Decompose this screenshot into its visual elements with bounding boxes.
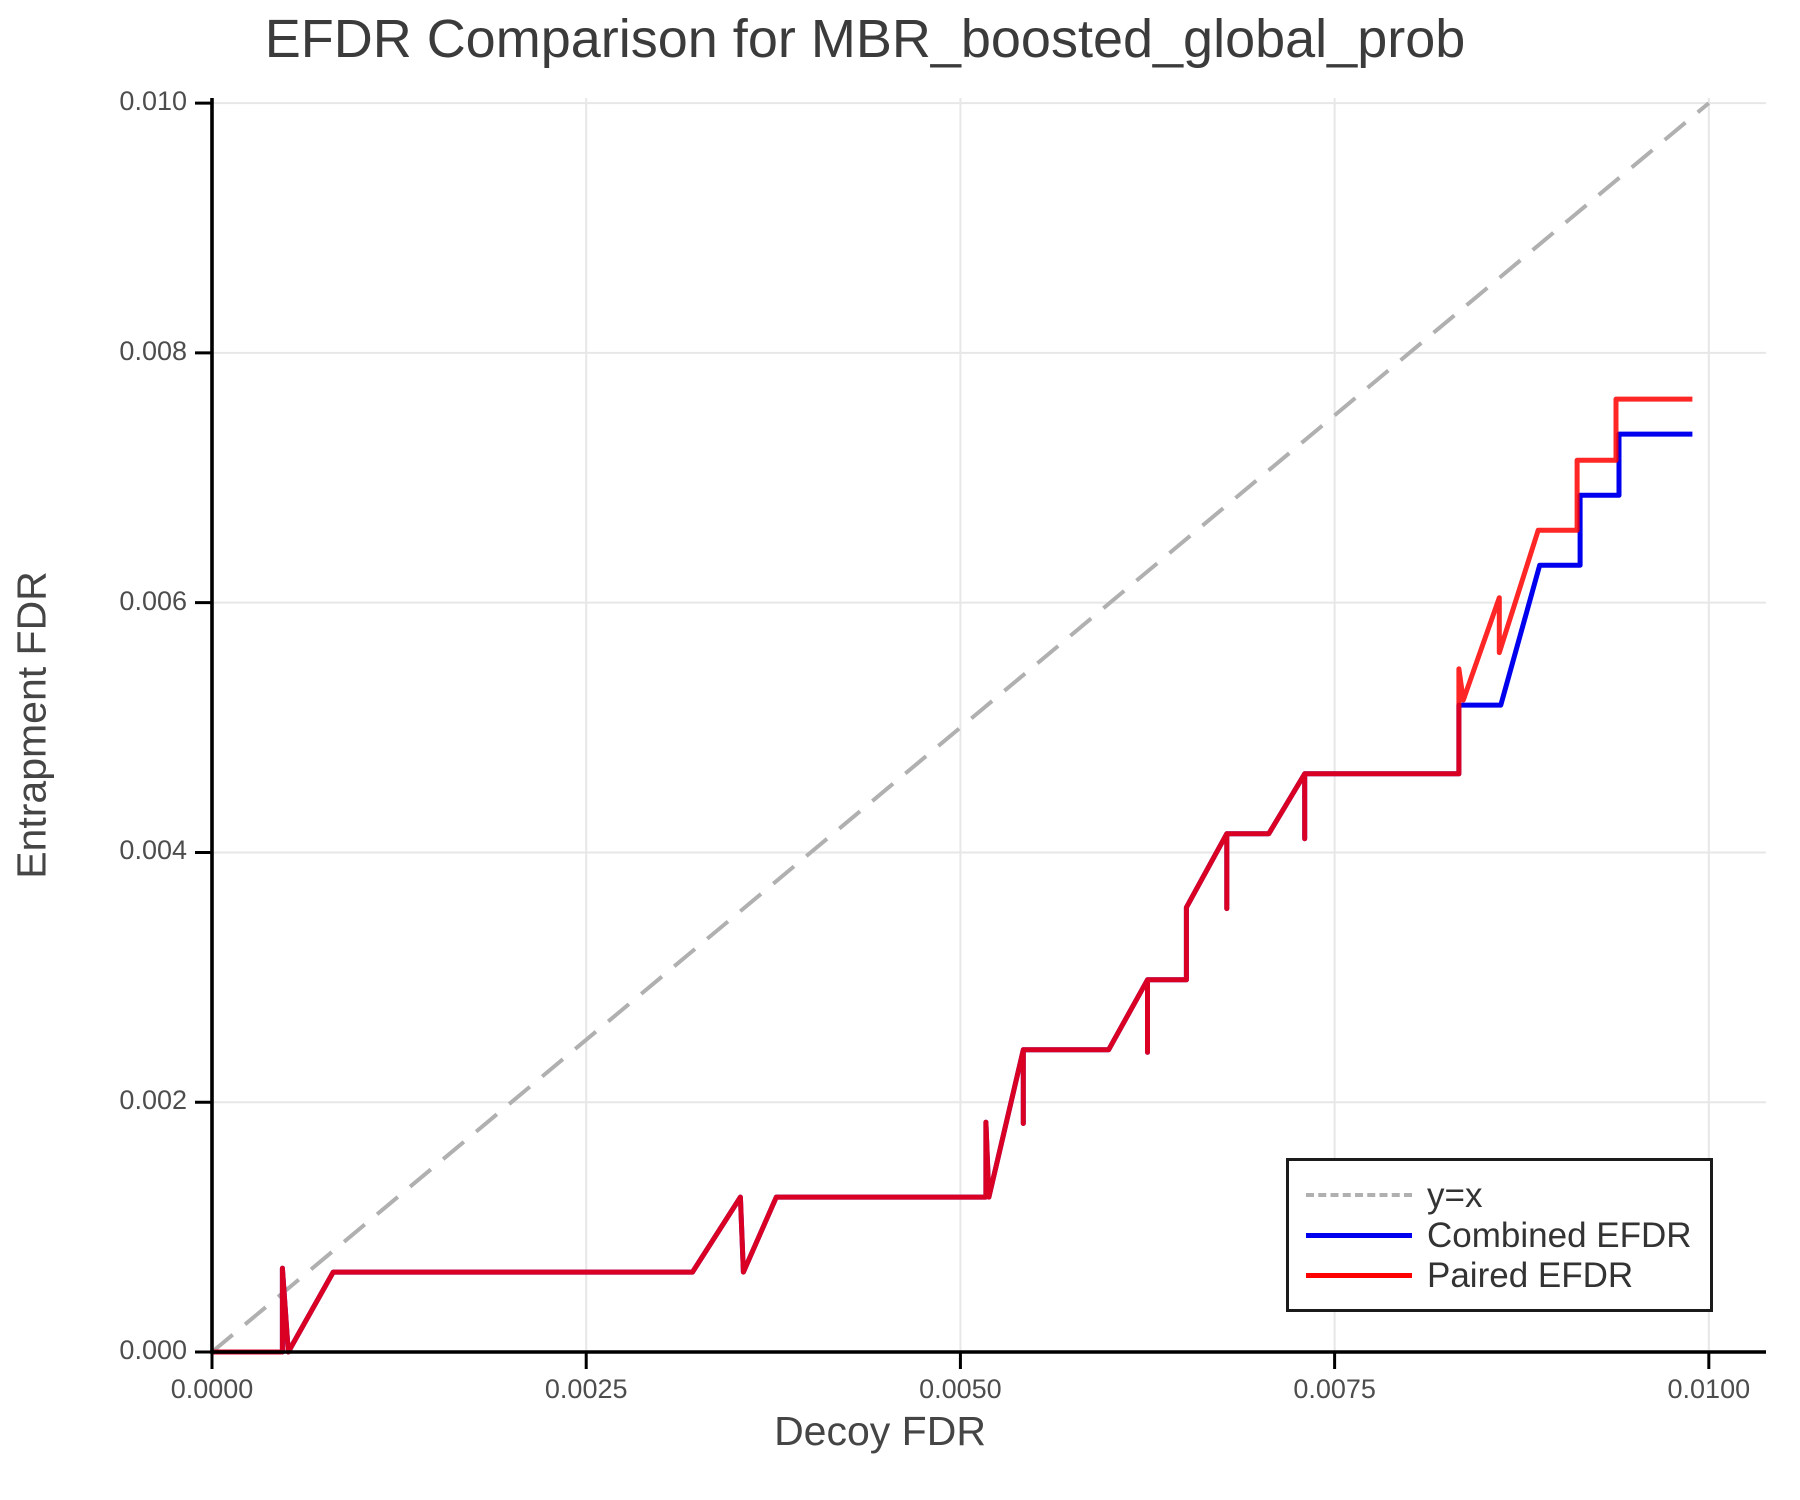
y-tick-label: 0.008: [119, 335, 187, 366]
legend-row-combined: Combined EFDR: [1306, 1217, 1710, 1254]
y-tick-label: 0.000: [119, 1335, 187, 1365]
y-tick-label: 0.002: [119, 1085, 187, 1116]
y-tick-label: 0.010: [119, 86, 187, 117]
legend-label-paired: Paired EFDR: [1427, 1255, 1634, 1295]
y-axis-label: Entrapment FDR: [8, 571, 55, 879]
legend-label-combined: Combined EFDR: [1427, 1215, 1692, 1255]
legend-label-identity: y=x: [1427, 1175, 1483, 1215]
y-tick-label: 0.006: [119, 585, 187, 616]
x-tick-label: 0.0050: [919, 1374, 1002, 1404]
x-tick-label: 0.0000: [170, 1374, 254, 1404]
combined-line-sample: [1306, 1232, 1412, 1238]
x-tick-label: 0.0100: [1667, 1374, 1751, 1404]
legend-row-identity: y=x: [1306, 1177, 1710, 1214]
legend-row-paired: Paired EFDR: [1306, 1257, 1710, 1294]
x-tick-label: 0.0025: [544, 1374, 628, 1404]
series-y-x: [210, 101, 1711, 1354]
paired-line-sample: [1306, 1272, 1412, 1278]
x-axis-label: Decoy FDR: [774, 1408, 986, 1454]
x-tick-label: 0.0075: [1293, 1374, 1376, 1404]
chart-title: EFDR Comparison for MBR_boosted_global_p…: [264, 9, 1466, 69]
series-paired-efdr: [212, 396, 1693, 1355]
y-tick-label: 0.004: [119, 835, 187, 866]
legend: y=x Combined EFDR Paired EFDR: [1286, 1158, 1713, 1312]
identity-line-sample: [1306, 1193, 1412, 1197]
